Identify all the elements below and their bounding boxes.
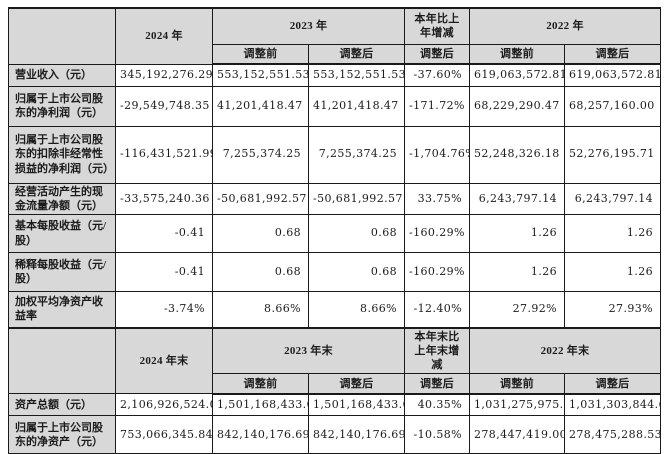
value-cell: 842,140,176.69 xyxy=(212,415,309,454)
header-2022end-adj-after: 调整后 xyxy=(564,373,661,395)
header-change: 本年比上年增减 xyxy=(404,7,470,45)
value-cell: -3.74% xyxy=(115,291,213,329)
value-cell: -12.40% xyxy=(404,291,470,329)
value-cell: 33.75% xyxy=(404,182,470,216)
value-cell: 1,501,168,433.04 xyxy=(212,393,309,417)
header-2023end-adj-before: 调整前 xyxy=(212,373,309,395)
value-cell: -50,681,992.57 xyxy=(308,182,405,216)
value-cell: 8.66% xyxy=(308,291,405,329)
table-row-basic-eps: 基本每股收益（元/股） -0.41 0.68 0.68 -160.29% 1.2… xyxy=(8,214,661,254)
header-year-2023: 2023 年 xyxy=(212,7,405,45)
value-cell: -29,549,748.35 xyxy=(115,85,213,127)
header-2022-adj-after: 调整后 xyxy=(564,43,661,65)
header-change-adj-after: 调整后 xyxy=(404,43,470,65)
header-2022end-adj-before: 调整前 xyxy=(469,373,565,395)
section-b-header-row-2: 调整前 调整后 调整后 调整前 调整后 xyxy=(9,373,661,395)
value-cell: 8.66% xyxy=(212,291,309,329)
value-cell: 1,031,275,975.16 xyxy=(469,393,565,417)
corner-cell xyxy=(8,7,116,65)
value-cell: 278,447,419.00 xyxy=(469,415,565,454)
value-cell: 1.26 xyxy=(469,214,565,254)
table-row-net-assets: 归属于上市公司股东的净资产（元） 753,066,345.84 842,140,… xyxy=(8,415,661,454)
row-label: 经营活动产生的现金流量净额（元） xyxy=(8,182,116,216)
value-cell: 6,243,797.14 xyxy=(469,182,565,216)
value-cell: 619,063,572.81 xyxy=(564,63,661,87)
value-cell: 278,475,288.53 xyxy=(564,415,661,454)
header-2023-adj-after: 调整后 xyxy=(308,43,405,65)
value-cell: 0.68 xyxy=(308,214,405,254)
header-year-end-2024: 2024 年末 xyxy=(115,327,213,395)
value-cell: -50,681,992.57 xyxy=(212,182,309,216)
value-cell: 553,152,551.53 xyxy=(308,63,405,87)
row-label: 归属于上市公司股东的扣除非经常性损益的净利润（元） xyxy=(8,125,116,184)
header-year-2024: 2024 年 xyxy=(115,7,213,65)
header-year-2022: 2022 年 xyxy=(469,7,661,45)
financial-summary-table: 2024 年 2023 年 本年比上年增减 2022 年 调整前 调整后 调整后… xyxy=(8,7,661,454)
value-cell: -0.41 xyxy=(115,214,213,254)
value-cell: 1,501,168,433.04 xyxy=(308,393,405,417)
value-cell: 40.35% xyxy=(404,393,470,417)
value-cell: 7,255,374.25 xyxy=(308,125,405,184)
section-a-header-row-1: 2024 年 2023 年 本年比上年增减 2022 年 xyxy=(8,7,661,65)
row-label: 归属于上市公司股东的净资产（元） xyxy=(8,415,116,454)
value-cell: 345,192,276.29 xyxy=(115,63,213,87)
table-row-net-profit-excl-nonrecurring: 归属于上市公司股东的扣除非经常性损益的净利润（元） -116,431,521.9… xyxy=(8,125,661,184)
value-cell: 0.68 xyxy=(212,252,309,293)
row-label: 加权平均净资产收益率 xyxy=(8,291,116,329)
value-cell: -33,575,240.36 xyxy=(115,182,213,216)
table-row-total-assets: 资产总额（元） 2,106,926,524.09 1,501,168,433.0… xyxy=(8,393,661,417)
value-cell: 553,152,551.53 xyxy=(212,63,309,87)
value-cell: 619,063,572.81 xyxy=(469,63,565,87)
row-label: 归属于上市公司股东的净利润（元） xyxy=(8,85,116,127)
value-cell: 0.68 xyxy=(212,214,309,254)
header-year-end-2023: 2023 年末 xyxy=(212,327,405,375)
row-label: 基本每股收益（元/股） xyxy=(8,214,116,254)
value-cell: 6,243,797.14 xyxy=(564,182,661,216)
value-cell: 2,106,926,524.09 xyxy=(115,393,213,417)
value-cell: 52,276,195.71 xyxy=(564,125,661,184)
value-cell: 68,257,160.00 xyxy=(564,85,661,127)
section-b-header-row-1: 2024 年末 2023 年末 本年末比上年末增减 2022 年末 xyxy=(8,327,661,395)
value-cell: -116,431,521.99 xyxy=(115,125,213,184)
value-cell: -0.41 xyxy=(115,252,213,293)
value-cell: 52,248,326.18 xyxy=(469,125,565,184)
header-year-end-2022: 2022 年末 xyxy=(469,327,661,375)
value-cell: 27.93% xyxy=(564,291,661,329)
row-label: 稀释每股收益（元/股） xyxy=(8,252,116,293)
value-cell: 1.26 xyxy=(564,214,661,254)
row-label: 营业收入（元） xyxy=(8,63,116,87)
value-cell: -37.60% xyxy=(404,63,470,87)
table-row-revenue: 营业收入（元） 345,192,276.29 553,152,551.53 55… xyxy=(8,63,661,87)
value-cell: -160.29% xyxy=(404,252,470,293)
value-cell: 1.26 xyxy=(469,252,565,293)
value-cell: 842,140,176.69 xyxy=(308,415,405,454)
value-cell: 0.68 xyxy=(308,252,405,293)
row-label: 资产总额（元） xyxy=(8,393,116,417)
header-end-change-adj-after: 调整后 xyxy=(404,373,470,395)
value-cell: 41,201,418.47 xyxy=(308,85,405,127)
value-cell: -1,704.76% xyxy=(404,125,470,184)
value-cell: 1,031,303,844.69 xyxy=(564,393,661,417)
table-row-operating-cash-flow: 经营活动产生的现金流量净额（元） -33,575,240.36 -50,681,… xyxy=(8,182,661,216)
value-cell: -160.29% xyxy=(404,214,470,254)
value-cell: 753,066,345.84 xyxy=(115,415,213,454)
table-row-weighted-avg-roe: 加权平均净资产收益率 -3.74% 8.66% 8.66% -12.40% 27… xyxy=(8,291,661,329)
header-2023end-adj-after: 调整后 xyxy=(308,373,405,395)
value-cell: 27.92% xyxy=(469,291,565,329)
value-cell: 68,229,290.47 xyxy=(469,85,565,127)
section-a-header-row-2: 调整前 调整后 调整后 调整前 调整后 xyxy=(9,43,661,65)
value-cell: 1.26 xyxy=(564,252,661,293)
value-cell: -10.58% xyxy=(404,415,470,454)
header-year-end-change: 本年末比上年末增减 xyxy=(404,327,470,375)
value-cell: 41,201,418.47 xyxy=(212,85,309,127)
table-row-net-profit: 归属于上市公司股东的净利润（元） -29,549,748.35 41,201,4… xyxy=(8,85,661,127)
table-row-diluted-eps: 稀释每股收益（元/股） -0.41 0.68 0.68 -160.29% 1.2… xyxy=(8,252,661,293)
corner-cell xyxy=(8,327,116,395)
value-cell: -171.72% xyxy=(404,85,470,127)
value-cell: 7,255,374.25 xyxy=(212,125,309,184)
header-2022-adj-before: 调整前 xyxy=(469,43,565,65)
header-2023-adj-before: 调整前 xyxy=(212,43,309,65)
